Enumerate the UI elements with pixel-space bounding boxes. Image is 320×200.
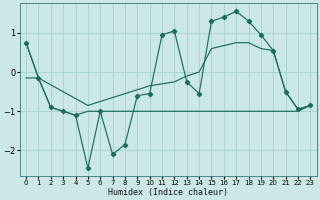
X-axis label: Humidex (Indice chaleur): Humidex (Indice chaleur) (108, 188, 228, 197)
